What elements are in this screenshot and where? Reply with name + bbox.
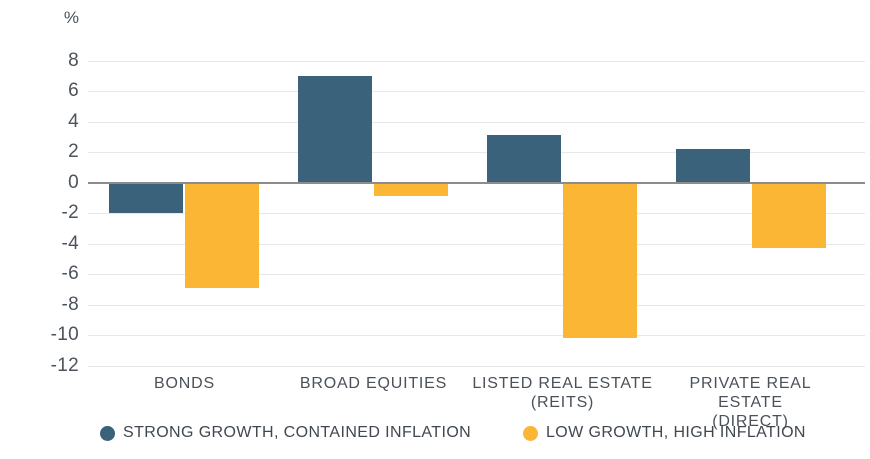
y-axis-unit-label: % — [63, 8, 79, 27]
y-tick-label-4: 4 — [68, 110, 79, 132]
category-label-listed-real-estate: LISTED REAL ESTATE (REITS) — [472, 375, 653, 411]
bar-strong-growth-0 — [109, 182, 183, 213]
y-tick-label--6: -6 — [61, 263, 79, 284]
bar-strong-growth-3 — [676, 148, 750, 183]
gridline — [88, 304, 865, 306]
strong-growth-legend-dot-icon — [100, 425, 115, 441]
gridline — [88, 60, 865, 62]
category-label-private-real-estate: PRIVATE REAL ESTATE (DIRECT) — [689, 375, 812, 430]
gridline — [88, 243, 865, 245]
y-tick-label--4: -4 — [61, 232, 79, 254]
category-label-bonds: BONDS — [154, 375, 215, 392]
low-growth-legend-dot-icon — [523, 425, 538, 441]
bar-low-growth-3 — [752, 182, 826, 249]
legend-label-low-growth: LOW GROWTH, HIGH INFLATION — [546, 424, 806, 441]
plot-area — [88, 30, 865, 381]
gridline — [88, 213, 865, 214]
gridline — [88, 335, 865, 336]
bar-low-growth-0 — [185, 182, 259, 288]
category-label-broad-equities: BROAD EQUITIES — [299, 375, 448, 392]
bar-strong-growth-2 — [487, 135, 561, 183]
gridline — [88, 121, 865, 123]
y-tick-label-0: 0 — [68, 171, 79, 193]
y-axis: % 8 6 4 2 0 -2 -4 -6 -8 -10 -12 — [0, 0, 79, 400]
y-tick-label-2: 2 — [68, 141, 79, 162]
gridline — [88, 91, 865, 92]
gridline — [88, 152, 865, 153]
gridline — [88, 274, 865, 275]
y-tick-label--2: -2 — [61, 202, 79, 223]
legend-item-strong-growth: STRONG GROWTH, CONTAINED INFLATION — [100, 424, 471, 442]
bar-strong-growth-1 — [298, 75, 372, 183]
y-tick-label-8: 8 — [68, 49, 79, 71]
y-tick-label--12: -12 — [50, 354, 79, 376]
y-tick-label-6: 6 — [68, 80, 79, 101]
legend-item-low-growth: LOW GROWTH, HIGH INFLATION — [523, 424, 806, 442]
legend-label-strong-growth: STRONG GROWTH, CONTAINED INFLATION — [123, 424, 472, 441]
bar-low-growth-2 — [563, 182, 637, 339]
y-tick-label--8: -8 — [61, 293, 79, 315]
gridline — [88, 365, 865, 367]
zero-axis-line — [88, 181, 865, 184]
bar-low-growth-1 — [374, 182, 448, 197]
y-tick-label--10: -10 — [50, 324, 79, 345]
